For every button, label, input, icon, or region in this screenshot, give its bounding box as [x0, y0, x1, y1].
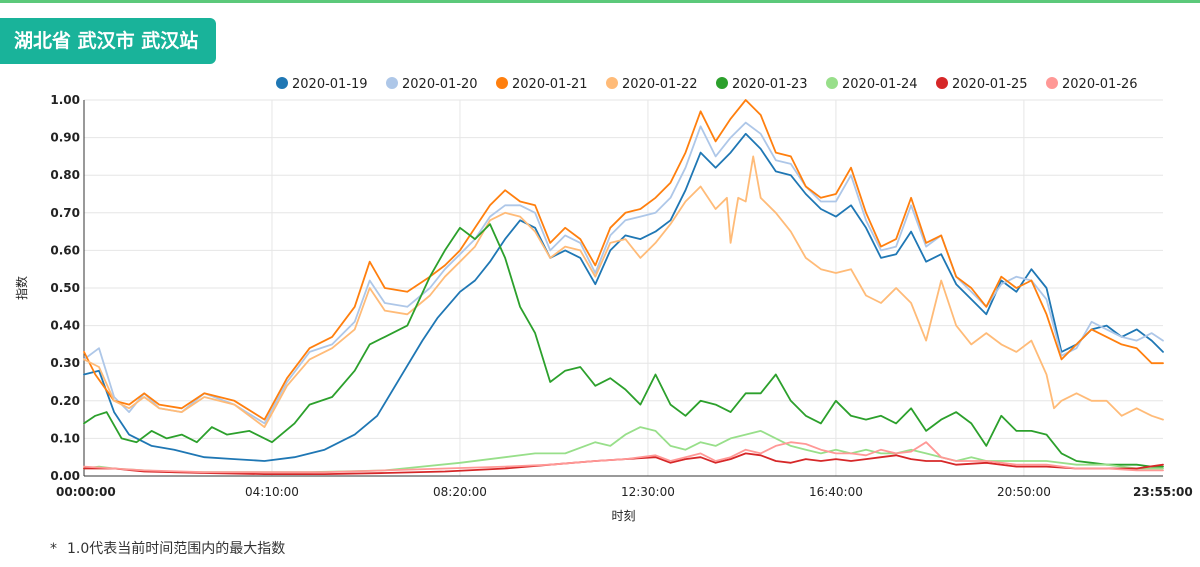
series-line-2020-01-19[interactable] — [83, 132, 1164, 462]
footnote-text: 1.0代表当前时间范围内的最大指数 — [67, 541, 286, 557]
legend-marker — [716, 77, 728, 89]
y-tick-label: 0.30 — [50, 356, 80, 370]
legend-label: 2020-01-21 — [512, 77, 588, 92]
legend-label: 2020-01-23 — [732, 77, 808, 92]
x-tick-label: 12:30:00 — [621, 485, 675, 499]
legend-marker — [1046, 77, 1058, 89]
legend-label: 2020-01-26 — [1062, 77, 1138, 92]
x-tick-label: 16:40:00 — [809, 485, 863, 499]
legend-marker — [386, 77, 398, 89]
legend-item-2020-01-21[interactable]: 2020-01-21 — [496, 77, 588, 92]
x-tick-label: 20:50:00 — [997, 485, 1051, 499]
legend-marker — [606, 77, 618, 89]
page-title: 湖北省 武汉市 武汉站 — [0, 18, 217, 64]
x-tick-label: 23:55:00 — [1133, 485, 1193, 499]
y-tick-label: 0.00 — [50, 469, 80, 483]
series-line-2020-01-20[interactable] — [83, 121, 1164, 425]
top-accent-rule — [0, 0, 1200, 3]
series-line-2020-01-22[interactable] — [83, 155, 1164, 428]
series-line-2020-01-23[interactable] — [83, 223, 1164, 468]
legend-marker — [936, 77, 948, 89]
chart-legend: 2020-01-19 2020-01-20 2020-01-21 2020-01-22… — [276, 77, 1138, 92]
y-tick-label: 0.80 — [50, 168, 80, 182]
legend-label: 2020-01-25 — [952, 77, 1028, 92]
x-axis-title: 时刻 — [611, 509, 635, 523]
y-tick-label: 0.70 — [50, 206, 80, 220]
legend-label: 2020-01-20 — [402, 77, 478, 92]
legend-label: 2020-01-19 — [292, 77, 368, 92]
chart-series-layer — [83, 99, 1164, 475]
legend-item-2020-01-24[interactable]: 2020-01-24 — [826, 77, 918, 92]
chart-axes: 0.00 0.10 0.20 0.30 0.40 0.50 0.60 0.70 0.80 0.90… — [14, 93, 1193, 523]
chart-gridlines — [84, 99, 1163, 477]
series-line-2020-01-26[interactable] — [83, 441, 1164, 474]
legend-marker — [496, 77, 508, 89]
y-tick-label: 1.00 — [50, 93, 80, 107]
legend-marker — [826, 77, 838, 89]
legend-label: 2020-01-22 — [622, 77, 698, 92]
legend-item-2020-01-22[interactable]: 2020-01-22 — [606, 77, 698, 92]
y-tick-label: 0.10 — [50, 431, 80, 445]
y-tick-label: 0.90 — [50, 131, 80, 145]
legend-label: 2020-01-24 — [842, 77, 918, 92]
legend-item-2020-01-23[interactable]: 2020-01-23 — [716, 77, 808, 92]
series-line-2020-01-21[interactable] — [83, 99, 1164, 421]
x-tick-label: 08:20:00 — [433, 485, 487, 499]
y-tick-label: 0.50 — [50, 281, 80, 295]
legend-item-2020-01-19[interactable]: 2020-01-19 — [276, 77, 368, 92]
x-tick-label: 04:10:00 — [245, 485, 299, 499]
y-tick-label: 0.20 — [50, 394, 80, 408]
y-tick-label: 0.40 — [50, 319, 80, 333]
legend-marker — [276, 77, 288, 89]
legend-item-2020-01-26[interactable]: 2020-01-26 — [1046, 77, 1138, 92]
legend-item-2020-01-20[interactable]: 2020-01-20 — [386, 77, 478, 92]
footnote-star: * — [50, 541, 57, 557]
series-line-2020-01-24[interactable] — [83, 426, 1164, 474]
footnote: * 1.0代表当前时间范围内的最大指数 — [50, 538, 285, 558]
x-tick-label: 00:00:00 — [56, 485, 116, 499]
series-line-2020-01-25[interactable] — [83, 452, 1164, 475]
legend-item-2020-01-25[interactable]: 2020-01-25 — [936, 77, 1028, 92]
y-axis-title: 指数 — [14, 276, 29, 300]
y-tick-label: 0.60 — [50, 243, 80, 257]
